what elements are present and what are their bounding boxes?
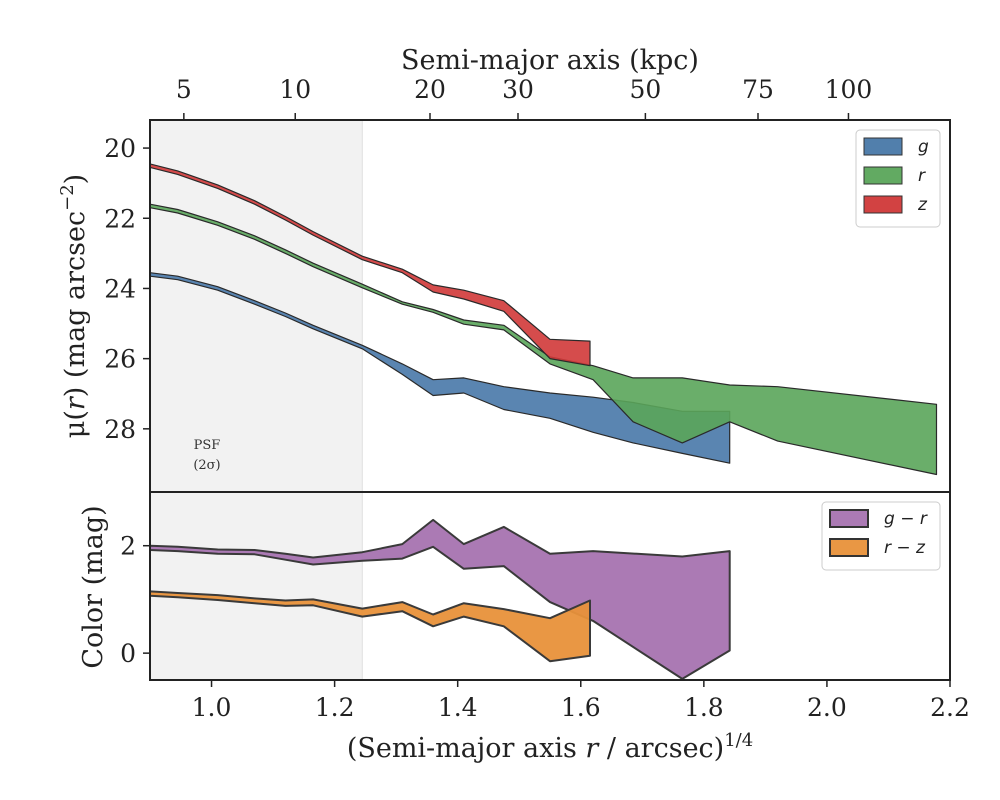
profile-ylabel-mid: ) (mag arcsec <box>60 211 91 397</box>
color-frame <box>149 491 951 681</box>
color-band-1 <box>150 518 731 680</box>
color-legend-label-2: r − z <box>884 538 926 558</box>
profile-legend-label-1: g <box>918 137 929 157</box>
x-axis-title: (Semi-major axis r / arcsec)1/4 <box>347 730 753 764</box>
psf-label-line2: (2σ) <box>193 458 220 473</box>
xtick-label: 1.6 <box>561 693 601 722</box>
profile-psf-region <box>150 120 363 492</box>
profile-ytick-label: 20 <box>104 134 136 163</box>
profile-band-3 <box>150 163 591 367</box>
profile-legend-swatch-3 <box>863 195 903 214</box>
profile-legend-swatch-1 <box>863 137 903 156</box>
xtick-label: 1.0 <box>192 693 232 722</box>
profile-plot-area <box>150 120 938 492</box>
color-psf-region <box>150 492 363 680</box>
profile-legend-label-3: z <box>917 195 928 215</box>
top-tick-label: 50 <box>629 75 661 104</box>
xtick-label: 2.0 <box>807 693 847 722</box>
profile-legend-label-2: r <box>918 166 926 186</box>
top-tick-label: 10 <box>279 75 311 104</box>
top-tick-label: 75 <box>742 75 774 104</box>
profile-legend-swatch-2 <box>863 166 903 185</box>
color-legend-swatch-2 <box>829 538 869 557</box>
profile-ylabel-sup: −2 <box>57 184 78 211</box>
xlabel-sup: 1/4 <box>724 730 753 751</box>
color-legend: g − r r − z <box>821 501 941 571</box>
profile-y-axis-title: μ(r) (mag arcsec−2) <box>57 174 91 438</box>
color-ytick-label: 2 <box>120 532 136 561</box>
profile-band-2 <box>150 203 938 476</box>
xtick-label: 1.2 <box>315 693 355 722</box>
profile-ylabel-end: ) <box>60 174 91 185</box>
top-tick-label: 5 <box>176 75 192 104</box>
profile-ytick-label: 22 <box>104 204 136 233</box>
color-ytick-label: 0 <box>120 639 136 668</box>
xtick-label: 2.2 <box>930 693 970 722</box>
xlabel-pre: (Semi-major axis <box>347 733 586 764</box>
xlabel-post: / arcsec) <box>598 733 724 764</box>
top-tick-label: 100 <box>825 75 873 104</box>
profile-ytick-label: 26 <box>104 345 136 374</box>
color-y-axis-title: Color (mag) <box>78 505 109 668</box>
profile-ylabel-var: r <box>60 395 91 410</box>
plot-layer: 20 22 24 26 28 5 10 20 30 50 75 100 grz 0 2 1.0 1.2 1.4 1.… <box>104 75 970 722</box>
profile-ytick-label: 24 <box>104 274 136 303</box>
profile-legend: grz <box>855 129 941 228</box>
color-legend-swatch-1 <box>829 509 869 528</box>
psf-label-line1: PSF <box>194 438 221 453</box>
color-band-2 <box>150 590 591 663</box>
xtick-label: 1.8 <box>684 693 724 722</box>
profile-ytick-label: 28 <box>104 415 136 444</box>
top-axis-title: Semi-major axis (kpc) <box>401 45 699 76</box>
color-plot-area <box>150 492 731 680</box>
xtick-label: 1.4 <box>438 693 478 722</box>
xlabel-var: r <box>585 733 600 764</box>
profile-ylabel-mu: μ( <box>60 410 91 438</box>
top-tick-label: 30 <box>502 75 534 104</box>
top-tick-label: 20 <box>414 75 446 104</box>
color-legend-label-1: g − r <box>884 509 928 529</box>
profile-band-1 <box>150 272 731 464</box>
